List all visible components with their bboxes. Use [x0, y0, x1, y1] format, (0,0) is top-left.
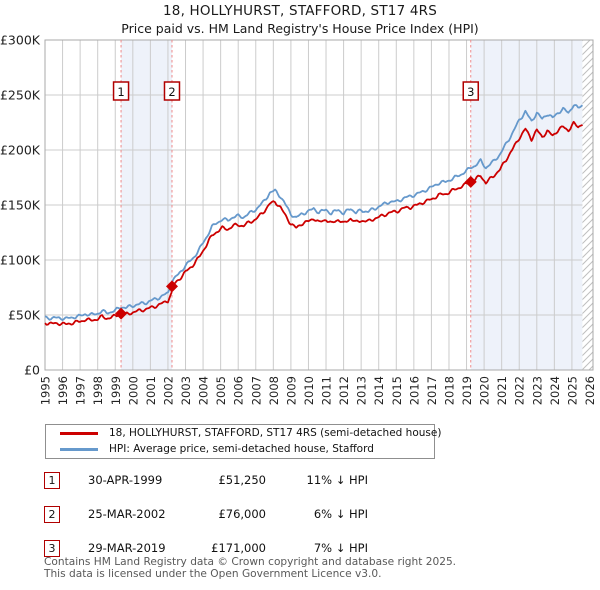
hpi-line — [44, 104, 584, 322]
svg-text:2024: 2024 — [548, 376, 562, 405]
page-title: 18, HOLLYHURST, STAFFORD, ST17 4RS — [163, 3, 437, 19]
svg-text:2022: 2022 — [513, 376, 527, 405]
svg-text:2019: 2019 — [460, 376, 474, 405]
hpi-line-swatch — [60, 447, 98, 451]
svg-text:2016: 2016 — [407, 376, 421, 405]
sale-price: £76,000 — [218, 507, 266, 521]
sale-date: 25-MAR-2002 — [88, 507, 166, 521]
legend-label-property: 18, HOLLYHURST, STAFFORD, ST17 4RS (semi… — [109, 427, 442, 439]
svg-text:2002: 2002 — [161, 376, 175, 405]
svg-text:2010: 2010 — [302, 376, 316, 405]
svg-text:£250K: £250K — [0, 88, 41, 103]
svg-text:£50K: £50K — [8, 308, 41, 323]
svg-text:2023: 2023 — [530, 376, 544, 405]
svg-text:2001: 2001 — [144, 376, 158, 405]
sale-price: £171,000 — [211, 541, 266, 555]
svg-text:2008: 2008 — [267, 376, 281, 405]
property-line-swatch — [60, 431, 98, 435]
future-hatch — [582, 40, 593, 370]
svg-text:2026: 2026 — [583, 376, 597, 405]
x-axis-labels: 1995 1996 1997 1998 1999 2000 2001 2002 2003 2004… — [39, 376, 597, 405]
svg-text:2003: 2003 — [179, 376, 193, 405]
property-price-line — [44, 120, 584, 327]
svg-text:2020: 2020 — [478, 376, 492, 405]
y-axis-labels: £0 £50K £100K £150K £200K £250K £300K — [0, 33, 41, 378]
svg-text:3: 3 — [467, 85, 474, 99]
sale-number-badge: 1 — [44, 472, 60, 489]
svg-text:2025: 2025 — [565, 376, 579, 405]
transaction-row: 2 25-MAR-2002 £76,000 6% ↓ HPI — [0, 506, 600, 526]
footer-line-2: This data is licensed under the Open Gov… — [44, 567, 382, 580]
page-subtitle: Price paid vs. HM Land Registry's House … — [121, 21, 479, 36]
svg-text:1997: 1997 — [74, 376, 88, 405]
transaction-row: 3 29-MAR-2019 £171,000 7% ↓ HPI — [0, 540, 600, 560]
svg-text:2006: 2006 — [232, 376, 246, 405]
svg-text:2000: 2000 — [126, 376, 140, 405]
copyright-footer: Contains HM Land Registry data © Crown c… — [44, 556, 457, 580]
svg-text:2021: 2021 — [495, 376, 509, 405]
svg-text:1: 1 — [117, 85, 124, 99]
sale-vs-hpi: 6% ↓ HPI — [313, 507, 368, 521]
sale-vs-hpi: 7% ↓ HPI — [313, 541, 368, 555]
svg-text:1998: 1998 — [91, 376, 105, 405]
svg-text:1999: 1999 — [109, 376, 123, 405]
svg-text:2: 2 — [168, 85, 175, 99]
legend-item-hpi: HPI: Average price, semi-detached house,… — [46, 441, 434, 457]
svg-text:2011: 2011 — [320, 376, 334, 405]
svg-text:2009: 2009 — [284, 376, 298, 405]
svg-text:2014: 2014 — [372, 376, 386, 405]
svg-text:£100K: £100K — [0, 253, 41, 268]
grid-lines — [44, 39, 593, 371]
transaction-row: 1 30-APR-1999 £51,250 11% ↓ HPI — [0, 472, 600, 492]
svg-text:£200K: £200K — [0, 143, 41, 158]
svg-text:1996: 1996 — [56, 376, 70, 405]
sale-date: 29-MAR-2019 — [88, 541, 166, 555]
sale-date: 30-APR-1999 — [88, 473, 163, 487]
svg-text:£150K: £150K — [0, 198, 41, 213]
svg-text:2004: 2004 — [197, 376, 211, 405]
svg-text:2005: 2005 — [214, 376, 228, 405]
sale-markers: 1 2 3 — [112, 81, 480, 320]
svg-text:2013: 2013 — [355, 376, 369, 405]
sale-number-badge: 2 — [44, 506, 60, 523]
sale-number-badge: 3 — [44, 540, 60, 557]
legend-label-hpi: HPI: Average price, semi-detached house,… — [109, 443, 374, 455]
svg-text:1995: 1995 — [39, 376, 53, 405]
sale-price: £51,250 — [218, 473, 266, 487]
svg-text:£300K: £300K — [0, 33, 41, 48]
svg-text:2012: 2012 — [337, 376, 351, 405]
svg-text:2015: 2015 — [390, 376, 404, 405]
legend-item-property: 18, HOLLYHURST, STAFFORD, ST17 4RS (semi… — [46, 425, 441, 441]
svg-text:2018: 2018 — [442, 376, 456, 405]
svg-text:£0: £0 — [24, 363, 40, 378]
footer-line-1: Contains HM Land Registry data © Crown c… — [44, 556, 457, 568]
chart-legend: 18, HOLLYHURST, STAFFORD, ST17 4RS (semi… — [45, 424, 441, 459]
svg-text:2007: 2007 — [249, 376, 263, 405]
sale-vs-hpi: 11% ↓ HPI — [306, 473, 368, 487]
svg-text:2017: 2017 — [425, 376, 439, 405]
